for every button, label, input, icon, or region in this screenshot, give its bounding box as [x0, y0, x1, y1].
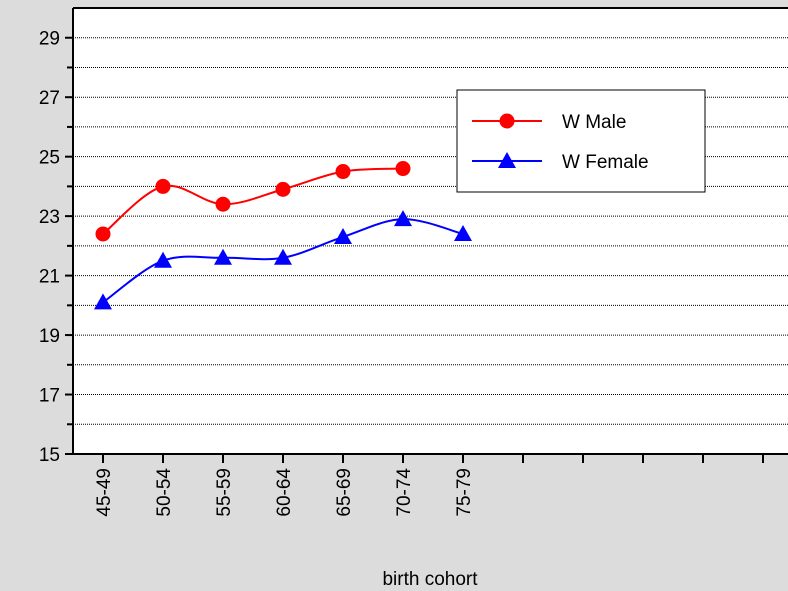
data-point — [214, 248, 232, 265]
y-tick-label: 23 — [39, 207, 60, 228]
legend-label: W Male — [562, 112, 626, 133]
y-tick-label: 29 — [39, 29, 60, 50]
data-point — [394, 210, 412, 227]
data-point — [454, 224, 472, 241]
y-tick-label: 21 — [39, 267, 60, 288]
x-axis-label: birth cohort — [382, 569, 478, 590]
data-point — [154, 251, 172, 268]
y-tick-label: 17 — [39, 386, 60, 407]
data-point — [215, 196, 231, 212]
data-point — [155, 178, 171, 194]
x-tick-label: 65-69 — [334, 468, 355, 517]
data-point — [395, 161, 411, 177]
y-tick-label: 19 — [39, 326, 60, 347]
legend-marker — [499, 113, 515, 129]
plot-area — [73, 8, 788, 454]
x-tick-label: 45-49 — [94, 468, 115, 517]
x-tick-label: 60-64 — [274, 468, 295, 517]
data-point — [274, 248, 292, 265]
legend-marker — [498, 152, 516, 168]
x-tick-label: 70-74 — [394, 468, 415, 517]
data-point — [334, 227, 352, 244]
data-point — [335, 164, 351, 180]
y-tick-label: 25 — [39, 148, 60, 169]
y-tick-label: 27 — [39, 88, 60, 109]
x-tick-label: 75-79 — [454, 468, 475, 517]
data-point — [94, 293, 112, 310]
data-point — [275, 181, 291, 197]
legend-box — [456, 89, 706, 193]
data-point — [95, 226, 111, 242]
legend-label: W Female — [562, 152, 649, 173]
x-tick-label: 50-54 — [154, 468, 175, 517]
x-tick-label: 55-59 — [214, 468, 235, 517]
y-tick-label: 15 — [39, 445, 60, 466]
